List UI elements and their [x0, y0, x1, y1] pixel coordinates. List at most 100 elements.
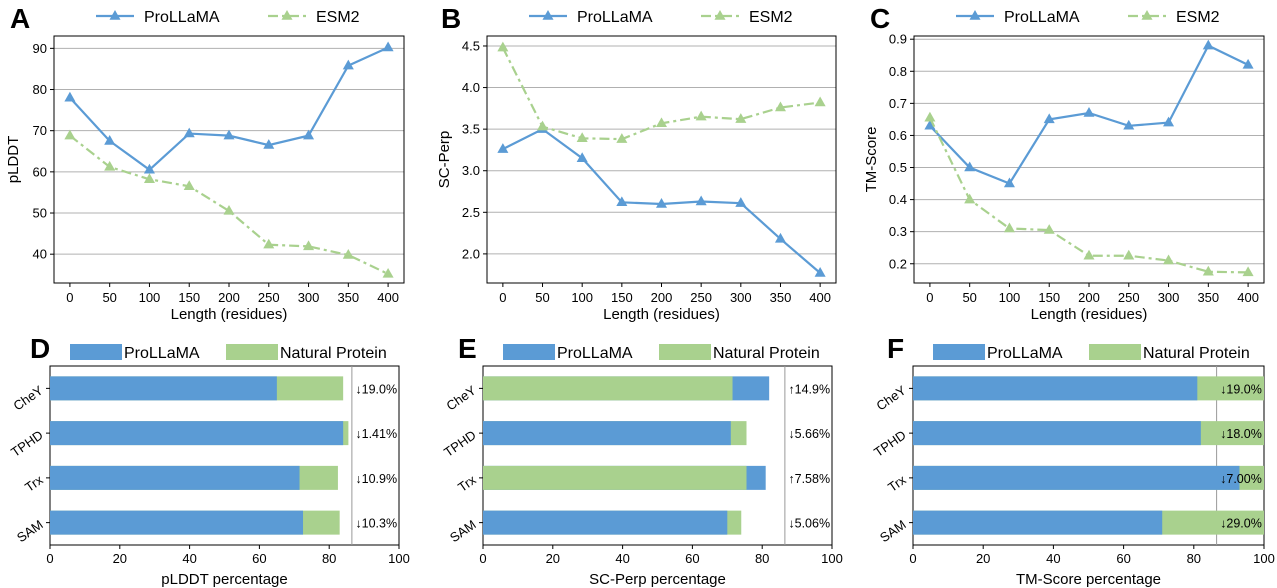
data-point	[1003, 222, 1015, 233]
category-label: TPHD	[8, 427, 46, 460]
series-line-prollama	[69, 46, 389, 172]
y-tick-label: 4.0	[462, 80, 480, 95]
data-point	[1083, 106, 1095, 117]
chart-panel-b: 2.0 2.5 3.0 3.5 4.0 4.5 0 50 100 150 200 250 300 350 4…	[436, 9, 837, 323]
x-tick-label: 40	[1046, 551, 1060, 566]
y-tick-label: 0.3	[889, 224, 907, 239]
data-point	[497, 143, 509, 153]
legend-swatch	[933, 344, 985, 360]
x-tick-label: 250	[1118, 290, 1140, 305]
bar-prollama	[913, 465, 1240, 490]
change-annotation: ↓10.3%	[355, 517, 397, 531]
x-axis-label: pLDDT percentage	[161, 571, 287, 588]
bar-prollama	[913, 421, 1201, 446]
legend-label: ProLLaMA	[124, 345, 200, 362]
x-tick-label: 20	[546, 551, 560, 566]
data-point	[1123, 249, 1135, 260]
x-tick-label: 20	[976, 551, 990, 566]
data-point	[303, 129, 315, 140]
y-tick-label: 0.9	[889, 32, 907, 47]
plot-frame	[49, 365, 400, 546]
x-tick-label: 0	[479, 551, 486, 566]
data-point	[223, 129, 235, 140]
bar-prollama	[913, 376, 1198, 401]
panel-letter: C	[870, 3, 890, 34]
panel-letter: E	[458, 333, 477, 364]
data-point	[342, 249, 354, 259]
legend-label: ESM2	[749, 9, 793, 26]
data-point	[964, 161, 976, 172]
data-point	[695, 195, 707, 206]
plot-frame	[913, 35, 1265, 284]
x-axis-label: TM-Score percentage	[1016, 571, 1161, 588]
legend-label: ProLLaMA	[144, 9, 220, 26]
plot-frame	[482, 365, 833, 546]
legend-marker	[714, 10, 726, 20]
category-label: TPHD	[871, 427, 909, 460]
data-point	[616, 133, 628, 143]
category-label: TPHD	[441, 427, 479, 460]
category-label: SAM	[14, 517, 46, 545]
x-tick-label: 100	[999, 290, 1021, 305]
x-axis-label: Length (residues)	[171, 306, 288, 323]
data-point	[143, 173, 155, 183]
x-tick-label: 100	[571, 290, 593, 305]
chart-panel-d: CheY ↓19.0% TPHD ↓1.41% Trx ↓10.9% SAM ↓10.3% 0 2…	[8, 344, 410, 588]
y-tick-label: 0.7	[889, 96, 907, 111]
x-tick-label: 350	[770, 290, 792, 305]
x-tick-label: 350	[337, 290, 359, 305]
bar-prollama	[483, 510, 728, 535]
data-point	[263, 139, 275, 149]
y-tick-label: 90	[33, 41, 47, 56]
x-tick-label: 60	[252, 551, 266, 566]
data-point	[1083, 249, 1095, 260]
data-point	[735, 197, 747, 207]
x-tick-label: 0	[66, 290, 73, 305]
data-point	[1242, 266, 1254, 277]
x-tick-label: 60	[1116, 551, 1130, 566]
category-label: Trx	[22, 472, 46, 495]
data-point	[1123, 119, 1135, 130]
bar-prollama	[50, 421, 344, 446]
legend-marker	[1141, 10, 1153, 20]
data-point	[924, 111, 936, 122]
x-tick-label: 100	[139, 290, 161, 305]
y-tick-label: 2.0	[462, 246, 480, 261]
category-label: SAM	[877, 517, 909, 545]
x-tick-label: 80	[322, 551, 336, 566]
legend-label: ProLLaMA	[1004, 9, 1080, 26]
data-point	[576, 152, 588, 162]
change-annotation: ↓19.0%	[1220, 382, 1262, 396]
x-tick-label: 80	[755, 551, 769, 566]
legend-marker	[969, 10, 981, 20]
data-point	[655, 117, 668, 128]
change-annotation: ↓19.0%	[355, 382, 397, 396]
bar-prollama	[50, 510, 304, 535]
y-tick-label: 70	[33, 123, 47, 138]
data-point	[183, 127, 195, 138]
bar-natural-protein	[483, 465, 747, 490]
x-tick-label: 0	[926, 290, 933, 305]
y-axis-label: pLDDT	[5, 136, 22, 184]
x-tick-label: 400	[377, 290, 399, 305]
change-annotation: ↑14.9%	[788, 382, 830, 396]
chart-panel-c: 0.2 0.3 0.4 0.5 0.6 0.7 0.8 0.9 0 50 100 150 200 250 3…	[863, 9, 1265, 323]
bar-prollama	[913, 510, 1163, 535]
bar-prollama	[483, 421, 731, 446]
plot-frame	[912, 365, 1265, 546]
y-tick-label: 80	[33, 82, 47, 97]
y-tick-label: 60	[33, 164, 47, 179]
x-tick-label: 150	[1038, 290, 1060, 305]
x-tick-label: 150	[611, 290, 633, 305]
x-tick-label: 0	[499, 290, 506, 305]
y-tick-label: 50	[33, 206, 47, 221]
x-tick-label: 20	[113, 551, 127, 566]
data-point	[655, 197, 668, 208]
x-tick-label: 60	[685, 551, 699, 566]
y-tick-label: 3.0	[462, 163, 480, 178]
data-point	[1163, 116, 1175, 127]
x-tick-label: 100	[821, 551, 843, 566]
change-annotation: ↓10.9%	[355, 472, 397, 486]
x-axis-label: Length (residues)	[603, 306, 720, 323]
x-axis-label: SC-Perp percentage	[589, 571, 726, 588]
